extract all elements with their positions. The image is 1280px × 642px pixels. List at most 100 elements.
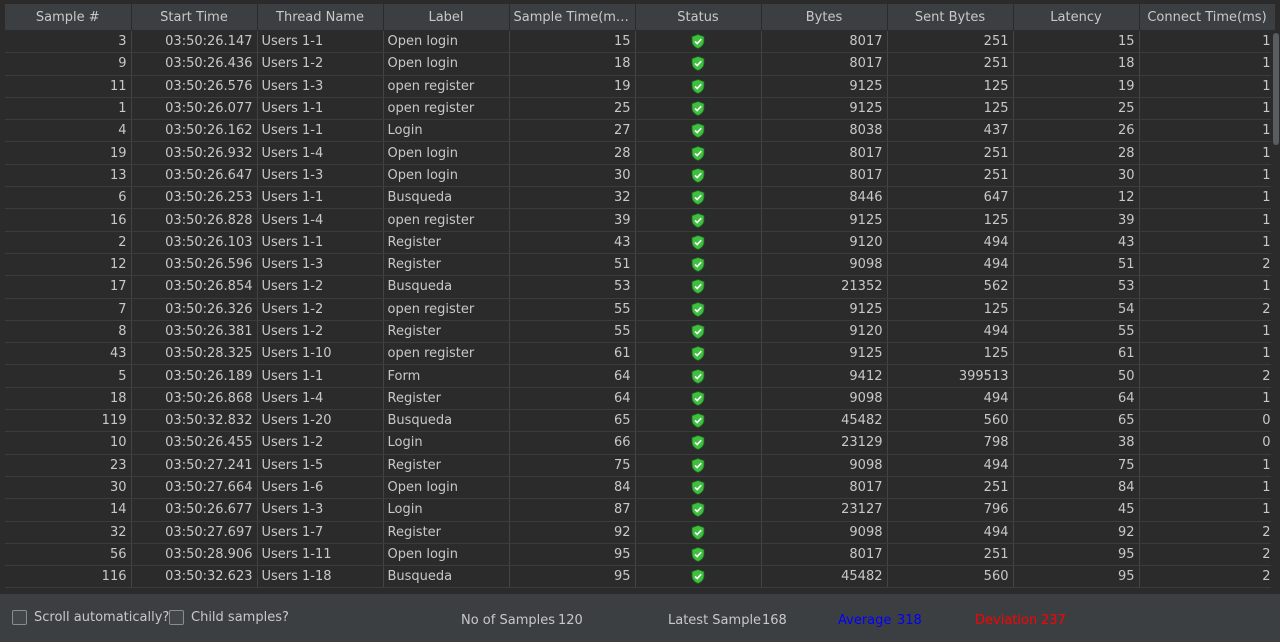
table-row[interactable]: 9 03:50:26.436 Users 1-2 Open login 18 8017 25… bbox=[5, 52, 1276, 76]
cell-sent-bytes: 251 bbox=[887, 52, 1014, 76]
column-header-bytes[interactable]: Bytes bbox=[761, 4, 888, 31]
scroll-automatically-checkbox[interactable] bbox=[12, 610, 27, 625]
table-row[interactable]: 23 03:50:27.241 Users 1-5 Register 75 9098 494… bbox=[5, 454, 1276, 477]
cell-status bbox=[635, 565, 762, 589]
cell-label: Login bbox=[383, 498, 510, 522]
scrollbar-thumb[interactable] bbox=[1273, 33, 1279, 145]
cell-label: Form bbox=[383, 364, 510, 388]
shield-check-icon bbox=[691, 234, 705, 250]
table-row[interactable]: 5 03:50:26.189 Users 1-1 Form 64 9412 399513 50… bbox=[5, 364, 1276, 388]
latest-sample-value: 168 bbox=[762, 613, 787, 628]
table-row[interactable]: 18 03:50:26.868 Users 1-4 Register 64 9098 494… bbox=[5, 387, 1276, 411]
cell-latency: 84 bbox=[1013, 476, 1140, 500]
table-row[interactable]: 11 03:50:26.576 Users 1-3 open register 19 91… bbox=[5, 75, 1276, 98]
child-samples-label[interactable]: Child samples? bbox=[191, 610, 289, 625]
table-row[interactable]: 30 03:50:27.664 Users 1-6 Open login 84 8017 2… bbox=[5, 476, 1276, 500]
samples-count-label: No of Samples bbox=[461, 613, 555, 628]
cell-bytes: 9125 bbox=[761, 208, 888, 232]
table-row[interactable]: 4 03:50:26.162 Users 1-1 Login 27 8038 437 26 1 bbox=[5, 119, 1276, 143]
table-row[interactable]: 3 03:50:26.147 Users 1-1 Open login 15 8017 25… bbox=[5, 30, 1276, 54]
cell-latency: 51 bbox=[1013, 253, 1140, 277]
cell-bytes: 9098 bbox=[761, 454, 888, 477]
table-row[interactable]: 1 03:50:26.077 Users 1-1 open register 25 912… bbox=[5, 97, 1276, 121]
table-header-row: Sample # Start Time Thread Name Label Sa… bbox=[5, 4, 1276, 31]
cell-status bbox=[635, 119, 762, 143]
shield-check-icon bbox=[691, 78, 705, 94]
cell-thread-name: Users 1-2 bbox=[257, 275, 384, 299]
cell-thread-name: Users 1-3 bbox=[257, 164, 384, 188]
cell-label: Register bbox=[383, 387, 510, 411]
cell-sample-time: 53 bbox=[509, 275, 636, 299]
cell-start-time: 03:50:32.623 bbox=[131, 565, 258, 589]
cell-label: open register bbox=[383, 298, 510, 321]
column-header-latency[interactable]: Latency bbox=[1013, 4, 1140, 31]
table-row[interactable]: 16 03:50:26.828 Users 1-4 open register 39 91… bbox=[5, 208, 1276, 232]
average-value: 318 bbox=[897, 613, 922, 628]
table-row[interactable]: 7 03:50:26.326 Users 1-2 open register 55 912… bbox=[5, 298, 1276, 321]
column-header-connect-time[interactable]: Connect Time(ms) bbox=[1139, 4, 1276, 31]
table-row[interactable]: 6 03:50:26.253 Users 1-1 Busqueda 32 8446 647 1… bbox=[5, 186, 1276, 210]
cell-label: Busqueda bbox=[383, 565, 510, 589]
table-row[interactable]: 8 03:50:26.381 Users 1-2 Register 55 9120 494 5… bbox=[5, 320, 1276, 344]
column-header-status[interactable]: Status bbox=[635, 4, 762, 31]
cell-label: Busqueda bbox=[383, 409, 510, 433]
column-header-sent-bytes[interactable]: Sent Bytes bbox=[887, 4, 1014, 31]
cell-bytes: 21352 bbox=[761, 275, 888, 299]
cell-bytes: 8017 bbox=[761, 164, 888, 188]
table-row[interactable]: 56 03:50:28.906 Users 1-11 Open login 95 8017… bbox=[5, 543, 1276, 567]
shield-check-icon bbox=[691, 390, 705, 406]
column-header-thread-name[interactable]: Thread Name bbox=[257, 4, 384, 31]
cell-bytes: 8017 bbox=[761, 543, 888, 567]
table-row[interactable]: 13 03:50:26.647 Users 1-3 Open login 30 8017 2… bbox=[5, 164, 1276, 188]
cell-status bbox=[635, 253, 762, 277]
cell-sample-time: 39 bbox=[509, 208, 636, 232]
table-row[interactable]: 12 03:50:26.596 Users 1-3 Register 51 9098 494… bbox=[5, 253, 1276, 277]
cell-start-time: 03:50:28.325 bbox=[131, 342, 258, 366]
table-row[interactable]: 17 03:50:26.854 Users 1-2 Busqueda 53 21352 56… bbox=[5, 275, 1276, 299]
cell-start-time: 03:50:26.189 bbox=[131, 364, 258, 388]
vertical-scrollbar[interactable] bbox=[1271, 31, 1280, 594]
cell-status bbox=[635, 320, 762, 344]
scroll-automatically-label[interactable]: Scroll automatically? bbox=[34, 610, 170, 625]
cell-latency: 55 bbox=[1013, 320, 1140, 344]
table-row[interactable]: 10 03:50:26.455 Users 1-2 Login 66 23129 798 38… bbox=[5, 431, 1276, 455]
column-header-sample[interactable]: Sample # bbox=[5, 4, 132, 31]
column-header-label[interactable]: Label bbox=[383, 4, 510, 31]
cell-sample-time: 61 bbox=[509, 342, 636, 366]
cell-start-time: 03:50:26.326 bbox=[131, 298, 258, 321]
cell-bytes: 9125 bbox=[761, 97, 888, 121]
cell-sample-time: 18 bbox=[509, 52, 636, 76]
cell-latency: 53 bbox=[1013, 275, 1140, 299]
cell-status bbox=[635, 521, 762, 544]
cell-sample-time: 55 bbox=[509, 320, 636, 344]
cell-connect-time: 1 bbox=[1139, 141, 1276, 165]
cell-label: Open login bbox=[383, 30, 510, 54]
cell-thread-name: Users 1-11 bbox=[257, 543, 384, 567]
cell-bytes: 8017 bbox=[761, 476, 888, 500]
table-row[interactable]: 2 03:50:26.103 Users 1-1 Register 43 9120 494 4… bbox=[5, 231, 1276, 254]
table-row[interactable]: 119 03:50:32.832 Users 1-20 Busqueda 65 45482… bbox=[5, 409, 1276, 433]
table-row[interactable]: 32 03:50:27.697 Users 1-7 Register 92 9098 494… bbox=[5, 521, 1276, 544]
cell-status bbox=[635, 30, 762, 54]
cell-sample-time: 15 bbox=[509, 30, 636, 54]
cell-connect-time: 1 bbox=[1139, 75, 1276, 98]
cell-latency: 26 bbox=[1013, 119, 1140, 143]
shield-check-icon bbox=[691, 435, 705, 451]
cell-status bbox=[635, 409, 762, 433]
shield-check-icon bbox=[691, 145, 705, 161]
cell-start-time: 03:50:26.647 bbox=[131, 164, 258, 188]
cell-sent-bytes: 251 bbox=[887, 476, 1014, 500]
cell-connect-time: 1 bbox=[1139, 30, 1276, 54]
table-row[interactable]: 43 03:50:28.325 Users 1-10 open register 61 9… bbox=[5, 342, 1276, 366]
column-header-start-time[interactable]: Start Time bbox=[131, 4, 258, 31]
cell-sample-time: 95 bbox=[509, 543, 636, 567]
shield-check-icon bbox=[691, 279, 705, 295]
cell-sample-number: 5 bbox=[5, 364, 132, 388]
child-samples-checkbox[interactable] bbox=[169, 610, 184, 625]
table-row[interactable]: 19 03:50:26.932 Users 1-4 Open login 28 8017 2… bbox=[5, 141, 1276, 165]
table-row[interactable]: 116 03:50:32.623 Users 1-18 Busqueda 95 45482… bbox=[5, 565, 1276, 589]
column-header-sample-time[interactable]: Sample Time(m… ↑ bbox=[509, 4, 636, 31]
cell-latency: 25 bbox=[1013, 97, 1140, 121]
table-row[interactable]: 14 03:50:26.677 Users 1-3 Login 87 23127 796 45… bbox=[5, 498, 1276, 522]
cell-sample-number: 32 bbox=[5, 521, 132, 544]
